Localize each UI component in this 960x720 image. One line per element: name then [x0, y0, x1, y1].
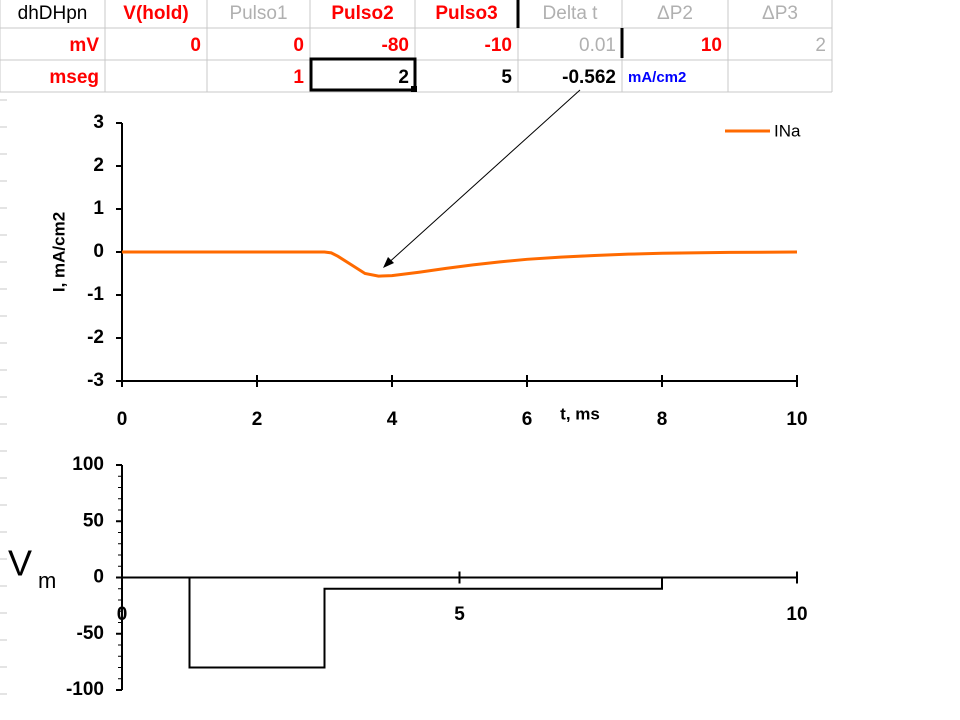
- x-tick-label: 5: [454, 604, 465, 625]
- cell-text: 0: [190, 35, 201, 56]
- y-tick-label: 1: [93, 198, 104, 219]
- data-line: [122, 576, 797, 669]
- cell-text: -80: [382, 35, 409, 56]
- column-header: ΔP2: [657, 3, 693, 24]
- x-tick-label: 8: [657, 409, 668, 430]
- legend-label: INa: [774, 121, 801, 140]
- y-axis-label: V: [8, 543, 32, 584]
- x-tick-label: 2: [252, 409, 263, 430]
- x-tick-label: 10: [786, 409, 807, 430]
- cell-text: mseg: [49, 67, 99, 88]
- y-tick-label: -100: [66, 679, 104, 700]
- cell-text: -0.562: [562, 67, 616, 88]
- x-tick-label: 10: [786, 604, 807, 625]
- selected-cell: [309, 57, 417, 92]
- column-header: ΔP3: [762, 3, 798, 24]
- column-header: V(hold): [123, 3, 188, 24]
- cell-text: 5: [501, 67, 512, 88]
- cell-text: mA/cm2: [628, 69, 686, 86]
- y-tick-label: 50: [83, 510, 104, 531]
- annotation-arrow: [384, 89, 581, 267]
- column-header: Pulso2: [331, 3, 393, 24]
- y-tick-label: 2: [93, 155, 104, 176]
- y-tick-label: -1: [87, 284, 104, 305]
- cell-text: 1: [293, 67, 304, 88]
- fill-handle: [411, 86, 417, 92]
- cell-text: -10: [485, 35, 512, 56]
- cell-text: 2: [398, 67, 409, 88]
- column-header: Pulso3: [435, 3, 497, 24]
- x-tick-label: 6: [522, 409, 533, 430]
- cell-text: 0: [293, 35, 304, 56]
- data-line: [122, 250, 798, 278]
- x-tick-label: 4: [387, 409, 398, 430]
- x-axis-label: t, ms: [560, 404, 600, 423]
- y-tick-label: -3: [87, 370, 104, 391]
- y-tick-label: 100: [72, 454, 104, 475]
- column-header: dhDHpn: [18, 3, 88, 24]
- y-axis-label-sub: m: [38, 568, 56, 593]
- arrow-head: [383, 257, 394, 268]
- column-header: Delta t: [543, 3, 599, 24]
- y-tick-label: 0: [93, 241, 104, 262]
- cell-text: 0.01: [579, 35, 616, 56]
- y-tick-label: -2: [87, 327, 104, 348]
- y-tick-label: 0: [93, 567, 104, 588]
- cell-text: 10: [701, 35, 722, 56]
- y-axis-label: I, mA/cm2: [49, 212, 68, 292]
- cell-text: 2: [815, 35, 826, 56]
- x-tick-label: 0: [117, 409, 128, 430]
- y-tick-label: 3: [93, 112, 104, 133]
- column-header: Pulso1: [229, 3, 287, 24]
- x-tick-label: 0: [117, 604, 128, 625]
- y-tick-label: -50: [77, 623, 104, 644]
- cell-text: mV: [69, 35, 99, 56]
